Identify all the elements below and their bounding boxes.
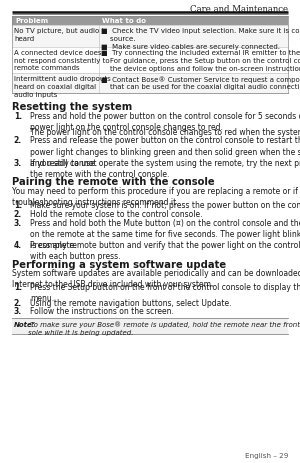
Text: Press the Setup button on the front of the control console to display the UNIFY™: Press the Setup button on the front of t… [30,282,300,302]
Text: ■  Contact Bose® Customer Service to request a composite video cable
    that ca: ■ Contact Bose® Customer Service to requ… [101,76,300,90]
Bar [12,17,288,25]
Text: Make sure your system is on. If not, press the power button on the control conso: Make sure your system is on. If not, pre… [30,200,300,209]
Text: Pairing the remote with the console: Pairing the remote with the console [12,177,214,187]
Text: ■  Try connecting the included external IR emitter to the control console.
    F: ■ Try connecting the included external I… [101,50,300,71]
Text: The power light on the control console changes to red when the system shuts down: The power light on the control console c… [30,127,300,136]
Text: ■  Check the TV video input selection. Make sure it is correct for the video
   : ■ Check the TV video input selection. Ma… [101,28,300,50]
Text: Press and release the power button on the control console to restart the system.: Press and release the power button on th… [30,136,300,167]
Bar [12,25,288,47]
Text: Performing a system software update: Performing a system software update [12,259,226,269]
Text: 3.: 3. [14,307,22,316]
Text: 4.: 4. [14,240,22,250]
Text: Follow the instructions on the screen.: Follow the instructions on the screen. [30,307,174,316]
Text: Problem: Problem [15,18,48,24]
Text: 1.: 1. [14,282,22,291]
Text: Press any remote button and verify that the power light on the control console b: Press any remote button and verify that … [30,240,300,261]
Text: 1.: 1. [14,112,22,121]
Bar [12,319,288,334]
Text: Intermittent audio dropouts
heard on coaxial digital
audio inputs: Intermittent audio dropouts heard on coa… [14,76,111,97]
Text: System software updates are available periodically and can be downloaded over th: System software updates are available pe… [12,269,300,288]
Text: If you still cannot operate the system using the remote, try the next procedure : If you still cannot operate the system u… [30,158,300,179]
Text: Care and Maintenance: Care and Maintenance [190,5,288,14]
Text: A connected device does
not respond consistently to
remote commands: A connected device does not respond cons… [14,50,110,71]
Text: Hold the remote close to the control console.: Hold the remote close to the control con… [30,209,203,218]
Text: 2.: 2. [14,298,22,307]
Text: Note:: Note: [14,321,35,327]
Text: To make sure your Bose® remote is updated, hold the remote near the front of the: To make sure your Bose® remote is update… [28,321,300,335]
Text: 1.: 1. [14,200,22,209]
Bar [12,73,288,94]
Text: 2.: 2. [14,136,22,145]
Text: 2.: 2. [14,209,22,218]
Text: Press and hold both the Mute button (¤) on the control console and the OK button: Press and hold both the Mute button (¤) … [30,218,300,249]
Text: 3.: 3. [14,218,22,227]
Text: You may need to perform this procedure if you are replacing a remote or if
troub: You may need to perform this procedure i… [12,187,298,206]
Text: No TV picture, but audio is
heard: No TV picture, but audio is heard [14,28,107,42]
Text: What to do: What to do [102,18,146,24]
Text: 3.: 3. [14,158,22,168]
Text: English – 29: English – 29 [244,452,288,458]
Text: Resetting the system: Resetting the system [12,102,132,112]
Text: Press and hold the power button on the control console for 5 seconds or until th: Press and hold the power button on the c… [30,112,300,132]
Text: Using the remote navigation buttons, select Update.: Using the remote navigation buttons, sel… [30,298,232,307]
Bar [12,47,288,73]
